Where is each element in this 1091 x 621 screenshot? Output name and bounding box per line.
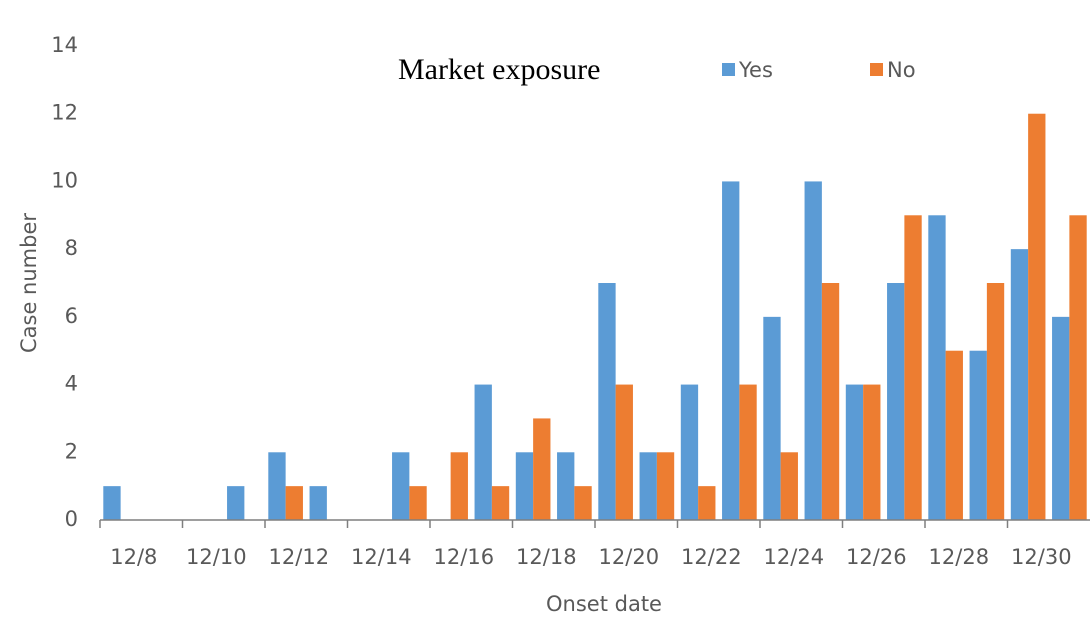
bar [598,283,616,520]
bar [656,452,675,520]
bar [845,384,864,520]
bar [227,486,245,520]
bar [615,384,633,520]
y-tick-label: 6 [65,304,78,328]
bar [722,181,740,520]
bar [928,215,946,521]
bar [804,181,822,520]
bar [574,486,592,520]
bar [780,452,798,520]
bar [863,384,881,520]
bar [1028,113,1046,520]
x-tick-label: 12/20 [599,545,660,569]
bar [450,452,468,520]
x-tick-label: 12/24 [764,545,825,569]
x-axis-label: Onset date [546,592,662,616]
bar [887,283,905,520]
x-tick-label: 12/12 [269,545,330,569]
y-tick-label: 0 [65,507,78,531]
y-tick-label: 12 [51,101,78,125]
bar [268,452,286,520]
bar [1069,215,1087,521]
x-tick-label: 12/30 [1011,545,1072,569]
bar [821,283,840,520]
bar [309,486,327,520]
bar [739,384,757,520]
bar [392,452,410,520]
bar [285,486,303,520]
x-tick-label: 12/22 [681,545,742,569]
bar [515,452,534,520]
y-tick-label: 2 [65,439,78,463]
x-tick-label: 12/28 [929,545,990,569]
y-tick-label: 10 [51,168,78,192]
bar [491,486,510,520]
legend-label: No [887,58,916,82]
legend-title: Market exposure [398,53,600,86]
bar [1052,316,1070,520]
bar [904,215,922,521]
bar [680,384,699,520]
x-tick-label: 12/8 [110,545,157,569]
x-tick-label: 12/10 [186,545,247,569]
bar [763,316,781,520]
legend-swatch [870,63,883,76]
bar [103,486,121,520]
x-tick-label: 12/18 [516,545,577,569]
x-tick-label: 12/14 [351,545,412,569]
bar [639,452,657,520]
x-tick-label: 12/26 [846,545,907,569]
bar [969,350,987,520]
bar [533,418,551,520]
bar [1010,249,1029,520]
bar [409,486,427,520]
legend-swatch [722,63,735,76]
bar [945,350,963,520]
x-tick-label: 12/16 [434,545,495,569]
bar [557,452,575,520]
bar [698,486,716,520]
bar [474,384,492,520]
legend-label: Yes [738,58,773,82]
y-tick-label: 14 [51,33,78,57]
y-axis-label: Case number [17,213,41,353]
y-tick-label: 8 [65,236,78,260]
bar [986,283,1005,520]
y-tick-label: 4 [65,372,78,396]
